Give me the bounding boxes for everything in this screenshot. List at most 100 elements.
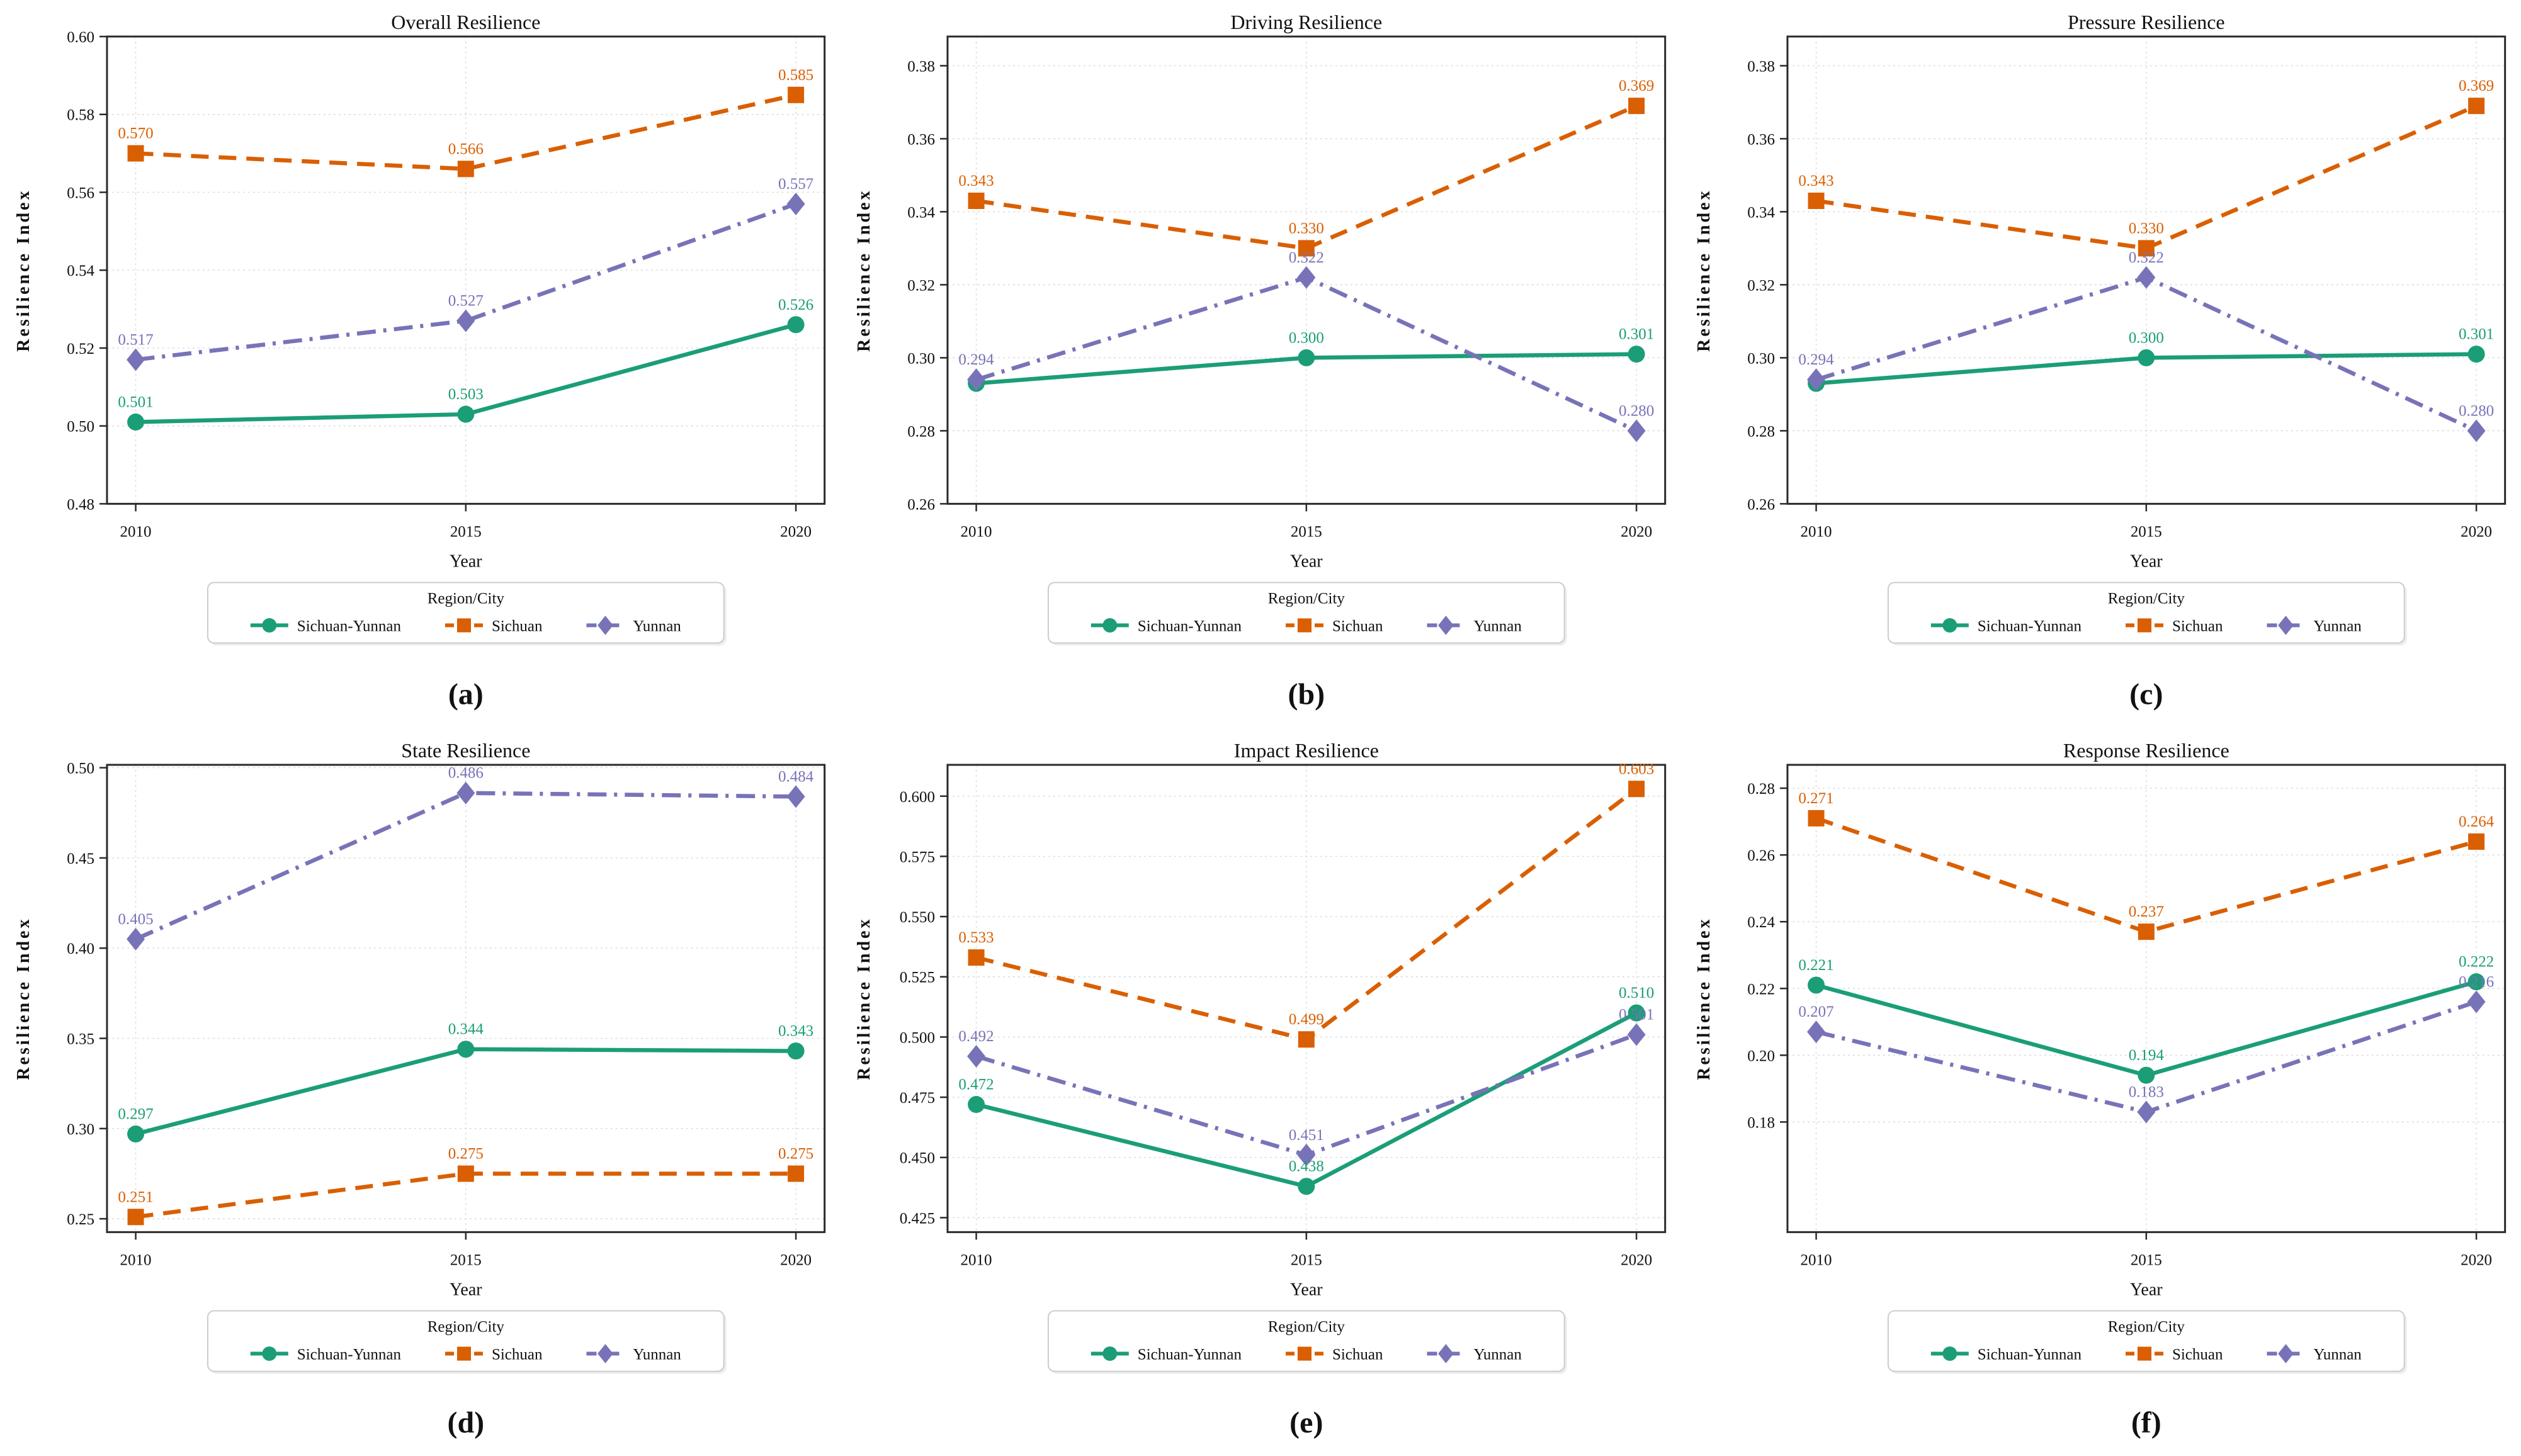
x-tick-label: 2015 (2131, 523, 2162, 540)
marker-diamond (1807, 368, 1826, 392)
y-axis-label: Resilience Index (854, 189, 874, 352)
legend: Region/City Sichuan-Yunnan Sichuan Yunnan (1888, 1309, 2408, 1374)
y-tick-label: 0.25 (67, 1211, 94, 1228)
y-tick-label: 0.50 (67, 419, 94, 436)
y-tick-label: 0.30 (907, 350, 935, 367)
legend: Region/City Sichuan-Yunnan Sichuan Yunnan (1047, 582, 1567, 646)
data-label: 0.275 (448, 1145, 484, 1162)
y-axis-label: Resilience Index (14, 189, 33, 352)
data-label: 0.503 (448, 386, 484, 403)
panel-svg-5: Response Resilience 0.18 0.20 0.22 0.24 0.26 0… (1680, 728, 2521, 1456)
y-tick-label: 0.550 (899, 909, 934, 926)
marker-square (1808, 192, 1825, 210)
x-tick-label: 2020 (1621, 523, 1652, 540)
panel-title: Driving Resilience (1230, 11, 1382, 33)
y-tick-label: 0.18 (1748, 1114, 1776, 1131)
y-axis-label: Resilience Index (1694, 189, 1714, 352)
data-label: 0.264 (2459, 813, 2495, 830)
panel-title: Pressure Resilience (2068, 11, 2225, 33)
legend-label: Sichuan (492, 1346, 543, 1363)
data-label: 0.369 (1619, 77, 1654, 94)
y-tick-label: 0.58 (67, 107, 94, 124)
data-label: 0.301 (2459, 326, 2494, 343)
panel-svg-1: Driving Resilience 0.26 0.28 0.30 0.32 0.34 0.… (840, 0, 1681, 728)
marker-square (2468, 833, 2485, 850)
y-tick-label: 0.45 (67, 850, 94, 867)
legend-label: Yunnan (633, 1346, 681, 1363)
data-label: 0.280 (2459, 402, 2494, 419)
y-tick-label: 0.600 (899, 788, 934, 805)
legend-label: Sichuan-Yunnan (1137, 1346, 1242, 1363)
y-tick-label: 0.24 (1748, 914, 1776, 931)
legend-box (1047, 1309, 1565, 1372)
panel-svg-4: Impact Resilience 0.425 0.450 0.475 0.500 0.5… (840, 728, 1681, 1456)
marker-circle (787, 1042, 805, 1059)
panel-f: Response Resilience 0.18 0.20 0.22 0.24 0.26 0… (1680, 728, 2521, 1456)
data-label: 0.344 (448, 1020, 484, 1037)
data-label: 0.603 (1619, 760, 1654, 777)
legend-label: Yunnan (2314, 618, 2362, 635)
marker-square (968, 949, 985, 966)
data-label: 0.294 (958, 351, 994, 368)
marker-diamond (1807, 1020, 1826, 1043)
marker-square (2138, 618, 2152, 633)
y-axis-label: Resilience Index (854, 917, 874, 1080)
legend-label: Sichuan-Yunnan (1978, 618, 2082, 635)
data-label: 0.343 (1799, 172, 1834, 189)
marker-square (1297, 1346, 1311, 1360)
legend-label: Sichuan-Yunnan (297, 618, 402, 635)
x-tick-label: 2020 (780, 523, 812, 540)
panel-b: Driving Resilience 0.26 0.28 0.30 0.32 0.34 0.… (840, 0, 1681, 728)
x-tick-label: 2010 (960, 523, 992, 540)
legend-label: Yunnan (1473, 1346, 1522, 1363)
x-tick-label: 2010 (120, 1251, 152, 1268)
legend-label: Sichuan (2172, 1346, 2223, 1363)
legend-label: Yunnan (2314, 1346, 2362, 1363)
legend-box (207, 582, 725, 644)
legend-label: Sichuan-Yunnan (1978, 1346, 2082, 1363)
marker-diamond (1627, 419, 1646, 443)
marker-circle (1297, 1177, 1315, 1195)
y-tick-label: 0.475 (899, 1090, 934, 1107)
panel-svg-2: Pressure Resilience 0.26 0.28 0.30 0.32 0.34 0… (1680, 0, 2521, 728)
legend-title: Region/City (428, 590, 505, 607)
marker-square (1298, 240, 1315, 257)
x-tick-label: 2015 (1290, 1251, 1322, 1268)
y-tick-label: 0.28 (1748, 781, 1776, 798)
marker-circle (1628, 1004, 1645, 1022)
data-label: 0.222 (2459, 953, 2494, 970)
y-tick-label: 0.52 (67, 341, 94, 358)
panel-title: Impact Resilience (1233, 739, 1378, 762)
data-label: 0.207 (1799, 1003, 1834, 1020)
y-tick-label: 0.30 (1748, 350, 1776, 367)
y-tick-label: 0.32 (1748, 277, 1776, 294)
marker-circle (457, 405, 475, 423)
legend-label: Sichuan (1332, 618, 1383, 635)
marker-circle (967, 1095, 985, 1113)
marker-square (1298, 1030, 1315, 1047)
y-tick-label: 0.28 (1748, 423, 1776, 440)
x-tick-label: 2015 (1290, 523, 1322, 540)
x-tick-label: 2015 (2131, 1251, 2162, 1268)
data-label: 0.566 (448, 140, 484, 157)
legend-label: Sichuan-Yunnan (297, 1346, 402, 1363)
data-label: 0.300 (2129, 329, 2164, 346)
legend-title: Region/City (2108, 1318, 2185, 1335)
legend-label: Sichuan-Yunnan (1137, 618, 1242, 635)
panel-title: Response Resilience (2063, 739, 2229, 762)
marker-square (1297, 618, 1311, 633)
panel-title: Overall Resilience (391, 11, 540, 33)
x-tick-label: 2020 (2461, 523, 2492, 540)
y-tick-label: 0.26 (907, 496, 935, 513)
y-tick-label: 0.60 (67, 29, 94, 46)
y-tick-label: 0.500 (899, 1029, 934, 1046)
panel-svg-3: State Resilience 0.25 0.30 0.35 0.40 0.45 0.50… (0, 728, 841, 1456)
marker-square (788, 86, 805, 103)
data-label: 0.301 (1619, 326, 1654, 343)
y-tick-label: 0.40 (67, 940, 94, 957)
data-label: 0.221 (1799, 956, 1834, 973)
legend-title: Region/City (1267, 590, 1345, 607)
y-axis-label: Resilience Index (14, 917, 33, 1080)
x-axis-label: Year (1290, 1280, 1323, 1299)
legend-title: Region/City (1267, 1318, 1345, 1335)
